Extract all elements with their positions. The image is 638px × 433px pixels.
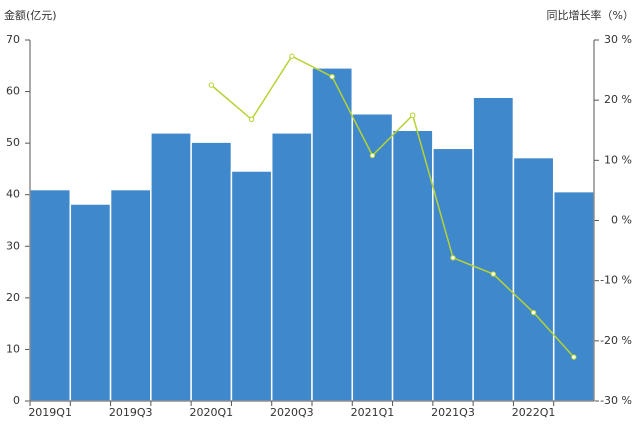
- y2-tick-label: 30 %: [604, 33, 632, 46]
- y2-tick-label: 10 %: [604, 153, 632, 166]
- y-tick-label: 50: [6, 136, 20, 149]
- point: [571, 354, 577, 360]
- line: [210, 55, 575, 358]
- point: [289, 53, 295, 59]
- x-tick-label: 2020Q3: [270, 406, 314, 419]
- x-tick-label: 2019Q3: [109, 406, 153, 419]
- bar: [432, 147, 474, 402]
- bar: [190, 141, 233, 402]
- bar: [29, 188, 72, 402]
- y2-tick-label: -10 %: [600, 274, 632, 287]
- point: [369, 152, 376, 159]
- y2-tick-label: 0 %: [611, 214, 632, 227]
- bar: [472, 96, 515, 402]
- bar: [351, 112, 394, 402]
- bar: [150, 132, 192, 402]
- y-tick-label: 10: [6, 342, 20, 355]
- point: [208, 82, 214, 88]
- bar: [552, 190, 595, 402]
- bar: [391, 129, 434, 402]
- y2-tick-label: -20 %: [600, 334, 632, 347]
- bar: [512, 156, 555, 402]
- point: [490, 271, 496, 277]
- y2-axis-title: 同比增长率（%）: [547, 8, 634, 22]
- bar: [311, 67, 354, 402]
- point: [410, 112, 416, 118]
- point: [329, 74, 335, 80]
- y-tick-label: 60: [6, 85, 20, 98]
- y2-tick-label: -30 %: [600, 394, 632, 407]
- point: [248, 116, 255, 123]
- y-tick-label: 20: [6, 291, 20, 304]
- y2-tick-label: 20 %: [604, 93, 632, 106]
- x-tick-label: 2019Q1: [28, 406, 72, 419]
- y-tick-label: 0: [13, 394, 20, 407]
- bar: [270, 132, 313, 402]
- point: [450, 255, 456, 261]
- x-tick-label: 2022Q1: [512, 406, 556, 419]
- y-axis-title: 金额(亿元): [4, 8, 57, 22]
- y-tick-label: 40: [6, 188, 20, 201]
- y-tick-label: 30: [6, 239, 20, 252]
- bar: [69, 203, 112, 402]
- bar: [109, 188, 152, 402]
- x-tick-label: 2021Q1: [351, 406, 395, 419]
- y-tick-label: 70: [6, 33, 20, 46]
- point: [530, 309, 537, 316]
- x-tick-label: 2021Q3: [431, 406, 475, 419]
- x-tick-label: 2020Q1: [189, 406, 233, 419]
- bar: [230, 170, 273, 402]
